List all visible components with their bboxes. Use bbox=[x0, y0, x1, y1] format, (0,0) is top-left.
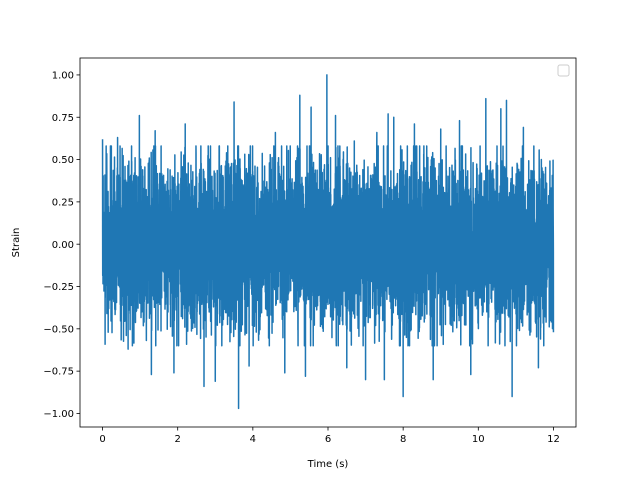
y-tick-label: −1.00 bbox=[43, 409, 74, 420]
y-tick-label: −0.75 bbox=[43, 367, 74, 378]
x-tick-label: 0 bbox=[99, 434, 105, 445]
y-tick-label: 0.75 bbox=[52, 113, 74, 124]
y-tick-label: −0.50 bbox=[43, 324, 74, 335]
x-tick-label: 6 bbox=[325, 434, 331, 445]
x-tick-label: 4 bbox=[250, 434, 256, 445]
y-tick-label: 1.00 bbox=[52, 71, 74, 82]
x-tick-label: 10 bbox=[472, 434, 485, 445]
y-tick-label: 0.00 bbox=[52, 240, 74, 251]
y-tick-label: −0.25 bbox=[43, 282, 74, 293]
strain-series-line bbox=[101, 74, 555, 410]
series-layer bbox=[101, 74, 555, 410]
x-axis: 0 2 4 6 8 10 12 bbox=[99, 427, 560, 445]
y-tick-label: 0.50 bbox=[52, 155, 74, 166]
x-tick-label: 12 bbox=[547, 434, 560, 445]
legend bbox=[557, 64, 570, 77]
y-axis: −1.00 −0.75 −0.50 −0.25 0.00 0.25 0.50 0.75 1.00 bbox=[43, 71, 80, 420]
y-axis-label: Strain bbox=[11, 228, 22, 258]
plot-area bbox=[79, 57, 577, 428]
x-tick-label: 8 bbox=[400, 434, 406, 445]
y-tick-label: 0.25 bbox=[52, 197, 74, 208]
x-axis-label: Time (s) bbox=[307, 459, 349, 470]
x-tick-label: 2 bbox=[175, 434, 181, 445]
